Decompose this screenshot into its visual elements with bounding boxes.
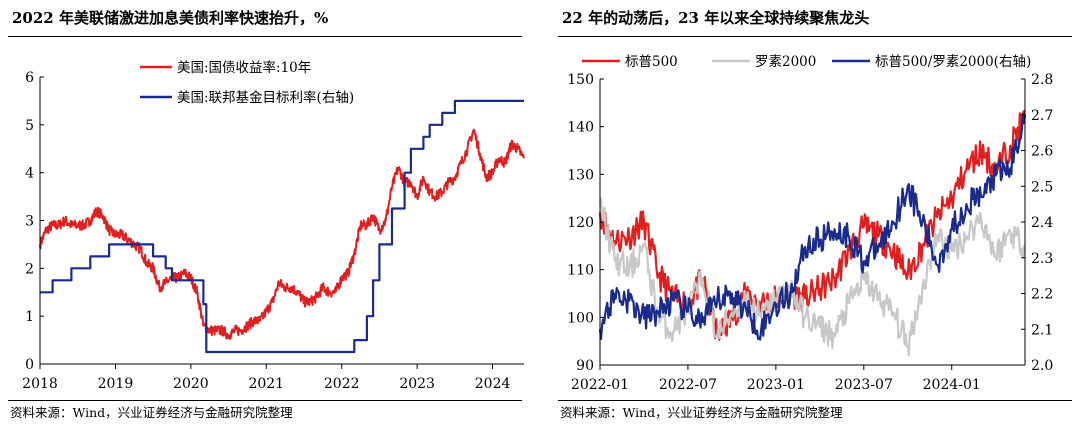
y2-tick-label: 2.6 xyxy=(1031,144,1053,160)
title-divider xyxy=(8,36,522,37)
x-tick-label: 2022-01 xyxy=(571,377,629,393)
y-tick-label: 120 xyxy=(567,215,594,231)
y-tick-label: 110 xyxy=(567,263,594,279)
y-tick-label: 90 xyxy=(576,358,594,374)
series-line xyxy=(598,113,1027,341)
x-tick-label: 2024 xyxy=(475,376,511,392)
y2-tick-label: 2.2 xyxy=(1031,287,1053,303)
y2-tick-label: 2.7 xyxy=(1031,108,1053,124)
x-tick-label: 2023-07 xyxy=(835,377,893,393)
y2-tick-label: 2.1 xyxy=(1031,322,1053,338)
right-chart-panel: 22 年的动荡后，23 年以来全球持续聚焦龙头 90 100 110 120 130 14… xyxy=(550,0,1080,426)
y-tick-label: 4 xyxy=(25,166,34,182)
legend: 标普500 罗素2000 标普500/罗素2000(右轴) xyxy=(582,54,1031,70)
y-tick-label: 6 xyxy=(25,70,34,86)
x-tick-label: 2022 xyxy=(324,376,360,392)
y2-tick-label: 2.3 xyxy=(1031,251,1053,267)
legend-label: 标普500 xyxy=(625,54,678,70)
y-tick-label: 140 xyxy=(567,120,594,136)
x-tick-label: 2023 xyxy=(399,376,435,392)
title-divider xyxy=(558,36,1072,37)
source-divider xyxy=(8,400,522,401)
chart-title: 22 年的动荡后，23 年以来全球持续聚焦龙头 xyxy=(562,9,870,27)
x-tick-label: 2021 xyxy=(248,376,284,392)
y-tick-label: 3 xyxy=(25,214,34,230)
legend-label: 美国:国债收益率:10年 xyxy=(177,59,311,76)
y2-tick-label: 2.0 xyxy=(1031,358,1053,374)
left-chart-panel: 2022 年美联储激进加息美债利率快速抬升，% 0 1 2 3 4 5 6 2018 2019 2… xyxy=(0,0,530,426)
y-tick-label: 1 xyxy=(25,309,34,325)
legend-label: 标普500/罗素2000(右轴) xyxy=(875,54,1031,70)
y2-tick-label: 2.5 xyxy=(1031,179,1053,195)
source-note: 资料来源：Wind，兴业证券经济与金融研究院整理 xyxy=(10,405,293,420)
x-tick-label: 2023-01 xyxy=(747,377,805,393)
source-divider xyxy=(558,400,1072,401)
y2-tick-label: 2.4 xyxy=(1031,215,1053,231)
axes: 90 100 110 120 130 140 150 2.0 2.1 2.2 2.3 2.4 2.5 2.… xyxy=(567,72,1053,393)
y-tick-label: 130 xyxy=(567,167,594,183)
y-tick-label: 2 xyxy=(25,261,34,277)
source-note: 资料来源：Wind，兴业证券经济与金融研究院整理 xyxy=(560,405,843,420)
series-line xyxy=(39,128,525,340)
fed-rates-line-chart: 0 1 2 3 4 5 6 2018 2019 2020 2021 2022 2023 2024 美国:国债… xyxy=(22,59,525,392)
series-line xyxy=(598,197,1026,357)
x-tick-label: 2022-07 xyxy=(659,377,717,393)
sp500-russell-line-chart: 90 100 110 120 130 140 150 2.0 2.1 2.2 2.3 2.4 2.5 2.… xyxy=(567,54,1053,393)
y-tick-label: 0 xyxy=(25,357,34,373)
legend-label: 罗素2000 xyxy=(755,54,816,70)
x-tick-label: 2018 xyxy=(22,376,58,392)
x-tick-label: 2019 xyxy=(98,376,134,392)
chart-title: 2022 年美联储激进加息美债利率快速抬升，% xyxy=(12,9,329,27)
legend-label: 美国:联邦基金目标利率(右轴) xyxy=(177,89,354,106)
y2-tick-label: 2.8 xyxy=(1031,72,1053,88)
y-tick-label: 100 xyxy=(567,310,594,326)
x-tick-label: 2024-01 xyxy=(923,377,981,393)
series-line xyxy=(40,99,524,354)
axes: 0 1 2 3 4 5 6 2018 2019 2020 2021 2022 2023 2024 xyxy=(22,70,524,392)
y-tick-label: 150 xyxy=(567,72,594,88)
y-tick-label: 5 xyxy=(25,118,34,134)
x-tick-label: 2020 xyxy=(173,376,209,392)
